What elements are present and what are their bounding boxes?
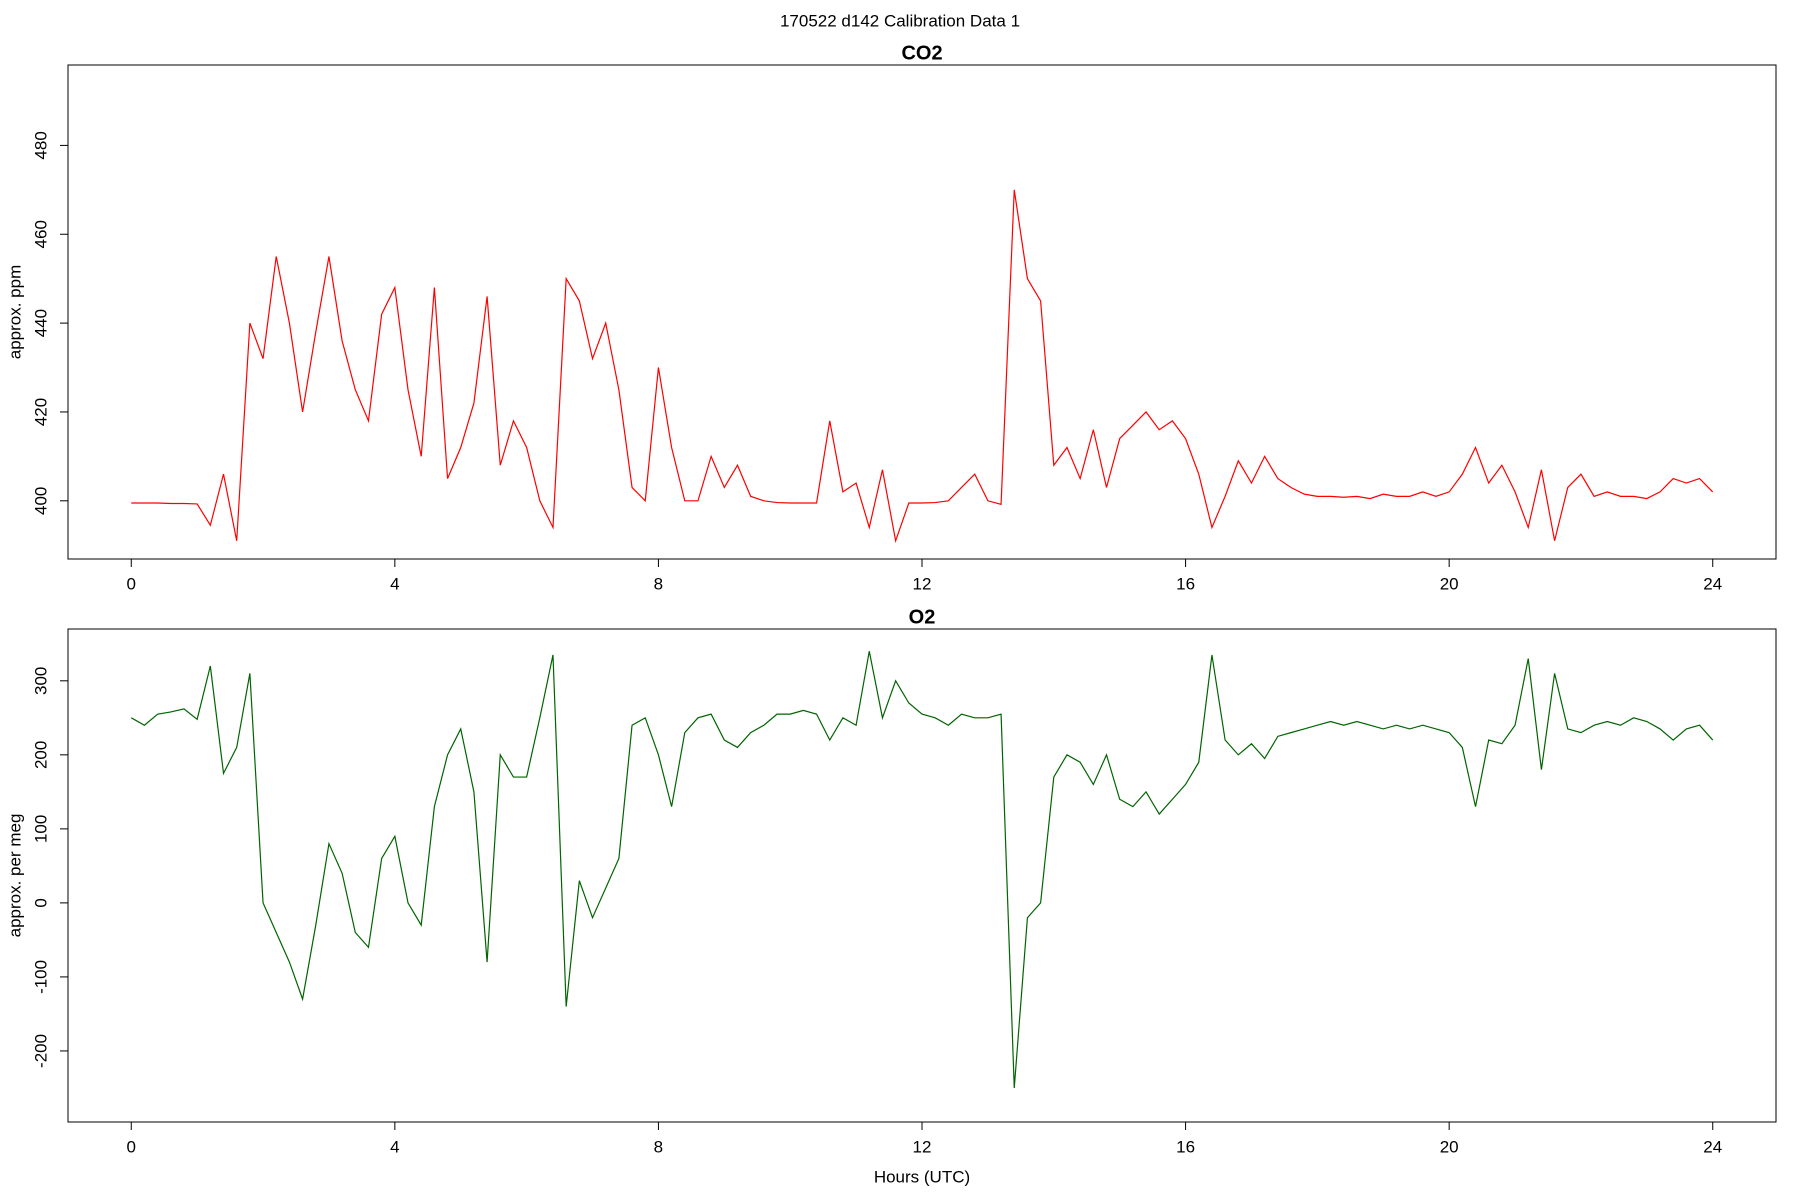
- figure-title: 170522 d142 Calibration Data 1: [780, 11, 1020, 30]
- x-tick-label: 20: [1440, 1137, 1459, 1156]
- y-axis-label: approx. per meg: [5, 814, 24, 938]
- y-tick-label: 420: [31, 398, 50, 426]
- y-tick-label: 300: [31, 667, 50, 695]
- x-tick-label: 4: [390, 574, 399, 593]
- x-tick-label: 0: [127, 574, 136, 593]
- y-tick-label: 480: [31, 131, 50, 159]
- x-tick-label: 24: [1703, 1137, 1722, 1156]
- x-tick-label: 8: [654, 574, 663, 593]
- y-axis-label: approx. ppm: [5, 265, 24, 360]
- x-tick-label: 20: [1440, 574, 1459, 593]
- y-tick-label: 460: [31, 220, 50, 248]
- x-tick-label: 12: [913, 574, 932, 593]
- y-tick-label: -200: [31, 1034, 50, 1068]
- x-tick-label: 16: [1176, 574, 1195, 593]
- y-tick-label: 100: [31, 815, 50, 843]
- x-tick-label: 4: [390, 1137, 399, 1156]
- x-tick-label: 24: [1703, 574, 1722, 593]
- y-tick-label: -100: [31, 960, 50, 994]
- data-line: [130, 651, 1714, 1088]
- plot-frame: [67, 64, 1777, 560]
- y-tick-label: 440: [31, 309, 50, 337]
- y-tick-label: 200: [31, 741, 50, 769]
- y-tick-label: 0: [31, 898, 50, 907]
- x-axis-label: Hours (UTC): [874, 1167, 970, 1186]
- chart-title: O2: [909, 606, 936, 628]
- x-tick-label: 12: [913, 1137, 932, 1156]
- x-tick-label: 8: [654, 1137, 663, 1156]
- y-tick-label: 400: [31, 487, 50, 515]
- chart-title: CO2: [901, 42, 942, 64]
- x-tick-label: 16: [1176, 1137, 1195, 1156]
- x-tick-label: 0: [127, 1137, 136, 1156]
- data-line: [131, 189, 1714, 544]
